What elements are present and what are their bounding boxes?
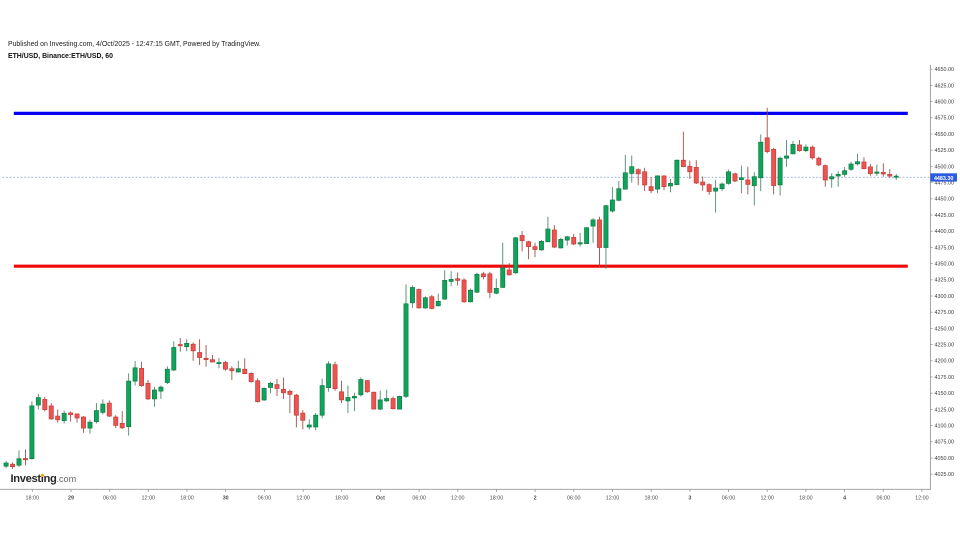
svg-text:06:00: 06:00: [103, 496, 117, 502]
svg-text:18:00: 18:00: [26, 496, 40, 502]
svg-text:4525.00: 4525.00: [935, 148, 955, 154]
svg-text:29: 29: [68, 496, 74, 502]
svg-text:4100.00: 4100.00: [935, 424, 955, 430]
svg-text:4550.00: 4550.00: [935, 132, 955, 138]
svg-text:06:00: 06:00: [258, 496, 272, 502]
svg-text:4175.00: 4175.00: [935, 375, 955, 381]
svg-text:12:00: 12:00: [142, 496, 156, 502]
svg-text:4075.00: 4075.00: [935, 440, 955, 446]
svg-text:4500.00: 4500.00: [935, 164, 955, 170]
svg-text:4: 4: [843, 496, 846, 502]
svg-text:4450.00: 4450.00: [935, 197, 955, 203]
svg-text:4375.00: 4375.00: [935, 245, 955, 251]
svg-text:12:00: 12:00: [296, 496, 310, 502]
svg-text:4650.00: 4650.00: [935, 67, 955, 73]
svg-text:4400.00: 4400.00: [935, 229, 955, 235]
svg-text:18:00: 18:00: [490, 496, 504, 502]
svg-text:3: 3: [688, 496, 691, 502]
svg-text:4625.00: 4625.00: [935, 83, 955, 89]
svg-text:12:00: 12:00: [451, 496, 465, 502]
svg-text:4475.00: 4475.00: [935, 181, 955, 187]
svg-text:4225.00: 4225.00: [935, 343, 955, 349]
svg-text:Oct: Oct: [376, 496, 385, 502]
svg-text:4250.00: 4250.00: [935, 326, 955, 332]
svg-text:12:00: 12:00: [760, 496, 774, 502]
svg-text:18:00: 18:00: [644, 496, 658, 502]
svg-text:4150.00: 4150.00: [935, 391, 955, 397]
svg-text:06:00: 06:00: [722, 496, 736, 502]
svg-text:4600.00: 4600.00: [935, 100, 955, 106]
svg-text:18:00: 18:00: [799, 496, 813, 502]
svg-text:4425.00: 4425.00: [935, 213, 955, 219]
svg-text:18:00: 18:00: [180, 496, 194, 502]
svg-text:06:00: 06:00: [412, 496, 426, 502]
svg-text:4275.00: 4275.00: [935, 310, 955, 316]
svg-text:4300.00: 4300.00: [935, 294, 955, 300]
svg-text:4025.00: 4025.00: [935, 472, 955, 478]
svg-text:4575.00: 4575.00: [935, 116, 955, 122]
svg-text:30: 30: [223, 496, 229, 502]
svg-text:4200.00: 4200.00: [935, 359, 955, 365]
svg-text:4325.00: 4325.00: [935, 278, 955, 284]
svg-text:2: 2: [534, 496, 537, 502]
svg-text:06:00: 06:00: [877, 496, 891, 502]
svg-text:4350.00: 4350.00: [935, 262, 955, 268]
svg-text:4483.30: 4483.30: [934, 176, 954, 182]
svg-text:4125.00: 4125.00: [935, 407, 955, 413]
svg-text:12:00: 12:00: [915, 496, 929, 502]
svg-text:12:00: 12:00: [606, 496, 620, 502]
svg-text:4050.00: 4050.00: [935, 456, 955, 462]
svg-text:06:00: 06:00: [567, 496, 581, 502]
svg-text:18:00: 18:00: [335, 496, 349, 502]
